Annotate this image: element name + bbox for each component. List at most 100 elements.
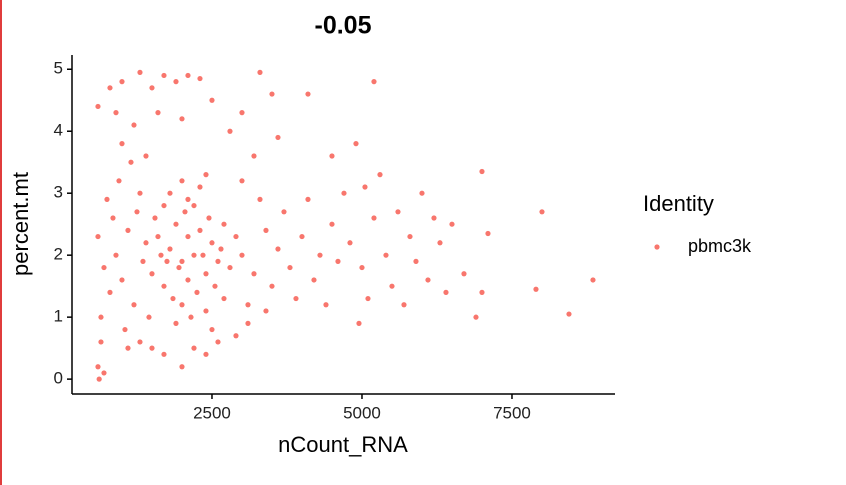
point <box>269 283 275 289</box>
point <box>251 271 257 277</box>
point <box>209 97 215 103</box>
point <box>137 69 143 75</box>
point <box>107 289 113 295</box>
point <box>143 153 149 159</box>
point <box>122 326 128 333</box>
point <box>167 246 173 252</box>
point <box>251 153 257 159</box>
point <box>371 215 377 221</box>
point <box>146 314 152 320</box>
legend-label: pbmc3k <box>688 236 752 256</box>
point <box>299 233 305 240</box>
point <box>125 345 131 351</box>
point <box>305 196 311 203</box>
y-tick-label: 3 <box>54 183 63 202</box>
point <box>185 233 191 240</box>
point <box>167 190 173 196</box>
point <box>179 364 185 370</box>
point <box>239 252 245 258</box>
y-tick-label: 5 <box>54 59 63 78</box>
point <box>245 302 251 308</box>
point <box>401 302 407 308</box>
point <box>98 314 104 320</box>
point <box>119 79 125 85</box>
point <box>185 72 191 79</box>
point <box>425 277 431 283</box>
point <box>281 209 287 215</box>
point <box>161 72 167 79</box>
point <box>437 240 443 246</box>
point <box>365 295 371 302</box>
point <box>245 320 251 326</box>
point <box>95 364 101 370</box>
point <box>98 339 104 345</box>
point <box>134 209 140 215</box>
point <box>275 246 281 252</box>
point <box>158 252 164 258</box>
point <box>197 227 203 233</box>
point <box>473 314 479 320</box>
point <box>233 333 239 339</box>
point <box>152 215 158 221</box>
point <box>218 246 224 252</box>
point <box>179 302 185 308</box>
point <box>287 264 293 271</box>
point <box>101 264 107 271</box>
point <box>479 289 485 295</box>
point <box>221 295 227 302</box>
point <box>329 221 335 227</box>
point <box>263 227 269 233</box>
y-tick-label: 2 <box>54 245 63 264</box>
point <box>119 277 125 283</box>
point <box>359 264 365 271</box>
point <box>215 258 221 264</box>
point <box>149 85 155 91</box>
point <box>206 215 212 221</box>
point <box>155 233 161 240</box>
point <box>407 233 413 240</box>
point <box>113 252 119 258</box>
legend-marker <box>654 244 660 250</box>
point <box>95 103 101 110</box>
point <box>110 215 116 221</box>
point <box>155 110 161 116</box>
point <box>443 289 449 295</box>
point <box>185 196 191 203</box>
point <box>203 351 209 357</box>
point <box>566 311 572 317</box>
point <box>221 221 227 227</box>
point <box>209 326 215 333</box>
point <box>179 258 185 264</box>
point <box>191 345 197 351</box>
chart-title: -0.05 <box>315 12 372 40</box>
point <box>203 308 209 314</box>
point <box>161 283 167 289</box>
point <box>305 91 311 97</box>
point <box>461 271 467 277</box>
point <box>371 79 377 85</box>
point <box>173 79 179 85</box>
point <box>257 69 263 75</box>
point <box>96 376 102 382</box>
legend-title: Identity <box>643 191 714 216</box>
point <box>173 221 179 227</box>
point <box>269 91 275 97</box>
x-axis-title: nCount_RNA <box>278 432 408 457</box>
point <box>104 196 110 203</box>
point <box>119 141 125 147</box>
point <box>197 184 203 190</box>
point <box>212 283 218 289</box>
points <box>95 69 596 382</box>
point <box>131 122 137 128</box>
point <box>215 339 221 345</box>
point <box>275 134 281 141</box>
point <box>149 271 155 277</box>
point <box>113 110 119 116</box>
point <box>203 172 209 178</box>
point <box>173 320 179 326</box>
point <box>362 184 368 190</box>
point <box>479 168 485 175</box>
point <box>137 339 143 345</box>
point <box>395 209 401 215</box>
point <box>188 314 194 320</box>
